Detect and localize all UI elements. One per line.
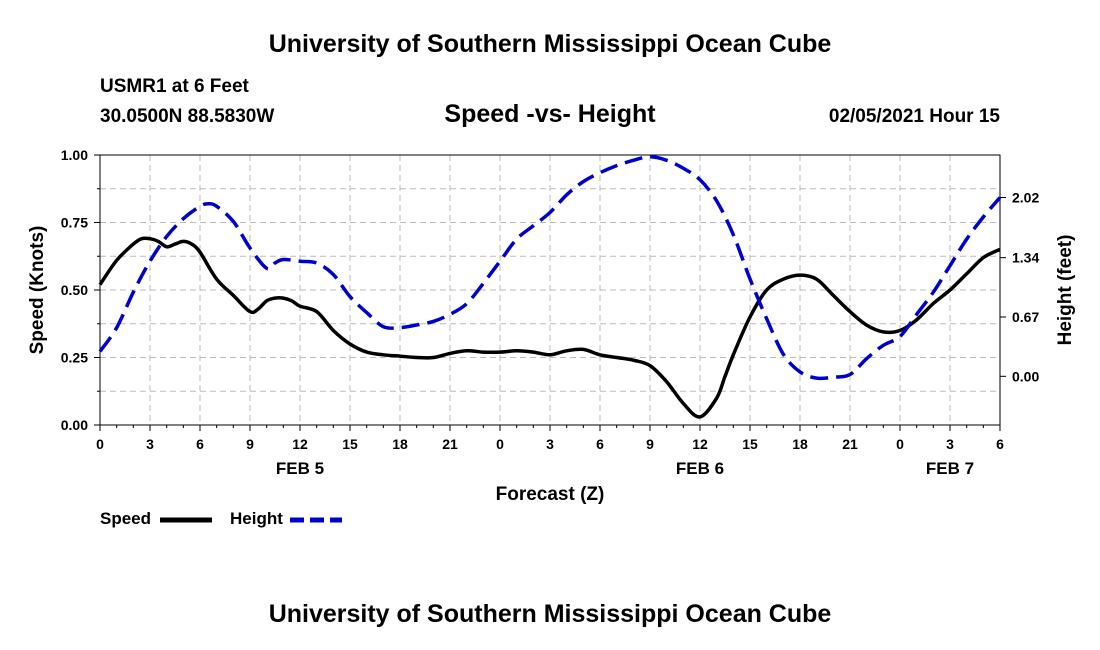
x-tick-label: 6 bbox=[996, 436, 1004, 452]
x-tick-label: 3 bbox=[146, 436, 154, 452]
bottom-axis: 0 3 6 9 12 15 18 21 0 3 6 9 12 15 18 21 0 3 6 FEB 5 FEB 6 FEB… bbox=[96, 425, 1004, 478]
y-left-tick-label: 0.00 bbox=[61, 417, 88, 433]
legend-speed-label: Speed bbox=[100, 509, 152, 528]
x-tick-label: 12 bbox=[292, 436, 308, 452]
x-tick-label: 0 bbox=[496, 436, 504, 452]
y-right-tick-label: 1.34 bbox=[1012, 250, 1039, 266]
x-tick-label: 0 bbox=[896, 436, 904, 452]
series-layer bbox=[98, 155, 1002, 419]
y-left-tick-label: 0.75 bbox=[61, 215, 88, 231]
x-tick-label: 15 bbox=[342, 436, 358, 452]
y-axis-left-label: Speed (Knots) bbox=[27, 226, 48, 355]
y-left-tick-label: 0.25 bbox=[61, 350, 88, 366]
y-right-tick-label: 2.02 bbox=[1012, 189, 1039, 205]
legend-height-label: Height bbox=[230, 509, 283, 528]
chart-title: Speed -vs- Height bbox=[444, 100, 656, 128]
x-tick-label: 18 bbox=[792, 436, 808, 452]
y-right-tick-label: 0.00 bbox=[1012, 368, 1039, 384]
x-tick-label: 18 bbox=[392, 436, 408, 452]
grid-lines bbox=[100, 155, 1000, 425]
speed-series-line bbox=[98, 236, 1001, 419]
day-label: FEB 6 bbox=[676, 459, 724, 478]
x-tick-label: 9 bbox=[246, 436, 254, 452]
day-label: FEB 7 bbox=[926, 459, 974, 478]
x-tick-label: 21 bbox=[442, 436, 458, 452]
station-label: USMR1 at 6 Feet bbox=[100, 76, 249, 97]
height-series-line bbox=[98, 155, 1002, 381]
coordinates-label: 30.0500N 88.5830W bbox=[100, 106, 275, 127]
x-tick-label: 9 bbox=[646, 436, 654, 452]
right-axis: 0.00 0.67 1.34 2.02 bbox=[1000, 189, 1039, 384]
y-left-tick-label: 1.00 bbox=[61, 147, 88, 163]
day-label: FEB 5 bbox=[276, 459, 324, 478]
x-tick-label: 3 bbox=[546, 436, 554, 452]
x-tick-label: 21 bbox=[842, 436, 858, 452]
x-tick-label: 6 bbox=[596, 436, 604, 452]
x-tick-label: 3 bbox=[946, 436, 954, 452]
footer-title: University of Southern Mississippi Ocean… bbox=[268, 600, 832, 628]
x-tick-label: 0 bbox=[96, 436, 104, 452]
x-axis-label: Forecast (Z) bbox=[496, 484, 605, 505]
left-axis: 0.00 0.25 0.50 0.75 1.00 bbox=[61, 147, 100, 433]
timestamp-label: 02/05/2021 Hour 15 bbox=[828, 106, 1000, 127]
page-title: University of Southern Mississippi Ocean… bbox=[268, 30, 832, 58]
x-tick-label: 15 bbox=[742, 436, 758, 452]
y-right-tick-label: 0.67 bbox=[1012, 309, 1039, 325]
y-axis-right-label: Height (feet) bbox=[1055, 235, 1076, 346]
x-tick-label: 6 bbox=[196, 436, 204, 452]
x-tick-label: 12 bbox=[692, 436, 708, 452]
y-left-tick-label: 0.50 bbox=[61, 282, 88, 298]
